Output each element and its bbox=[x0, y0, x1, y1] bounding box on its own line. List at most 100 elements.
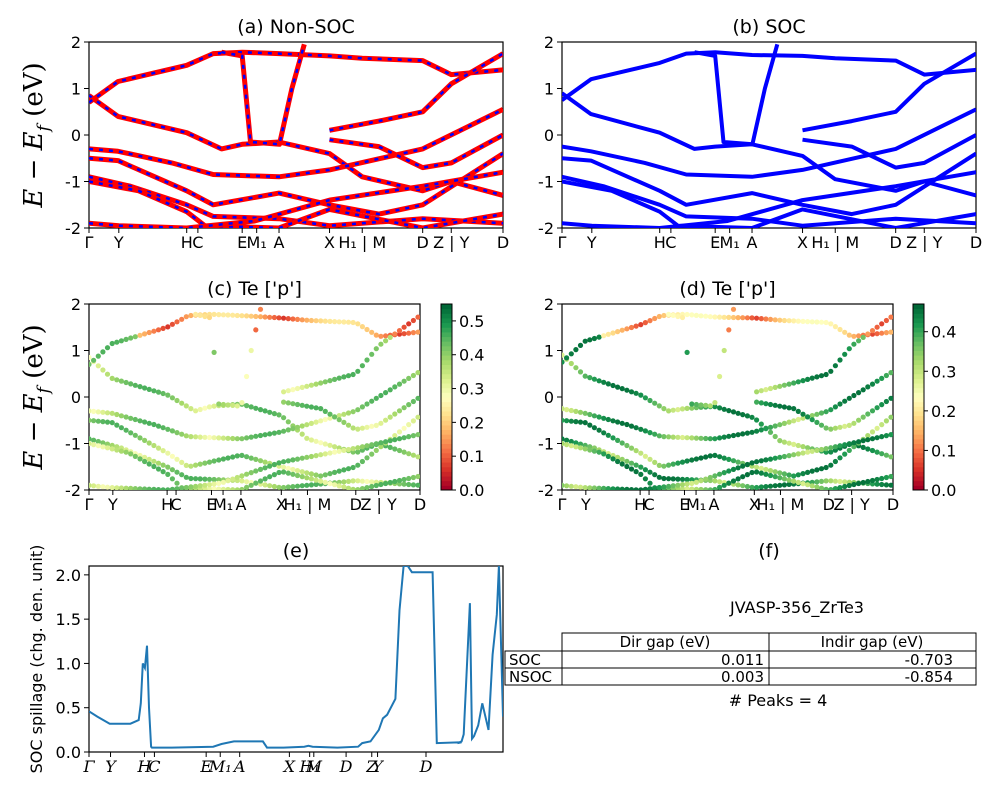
data-point bbox=[369, 483, 375, 490]
data-point bbox=[791, 452, 797, 458]
data-point bbox=[276, 484, 282, 490]
colorbar-segment bbox=[913, 359, 924, 365]
data-point bbox=[633, 487, 639, 490]
y-tick-label: 2 bbox=[544, 295, 554, 314]
data-point bbox=[879, 375, 885, 381]
data-point bbox=[823, 449, 829, 455]
data-point bbox=[327, 471, 333, 477]
x-tick-label: E bbox=[206, 495, 216, 514]
data-point bbox=[730, 478, 737, 484]
data-point bbox=[763, 426, 769, 432]
data-point bbox=[285, 419, 291, 425]
data-point bbox=[851, 420, 857, 426]
colorbar-segment bbox=[913, 420, 924, 426]
colorbar-tick-label: 0.0 bbox=[459, 481, 484, 500]
data-point bbox=[869, 331, 876, 337]
data-point bbox=[193, 434, 199, 440]
data-point bbox=[744, 430, 751, 436]
data-point bbox=[781, 317, 788, 324]
data-point bbox=[211, 481, 217, 487]
y-axis-label-top: E − Ef (eV) bbox=[19, 62, 54, 208]
data-point bbox=[754, 484, 760, 490]
data-point bbox=[253, 433, 259, 439]
data-point bbox=[318, 473, 324, 479]
data-point bbox=[758, 388, 764, 394]
data-point bbox=[638, 471, 644, 477]
colorbar-segment bbox=[441, 410, 452, 417]
data-point bbox=[758, 421, 764, 427]
data-point bbox=[786, 318, 792, 324]
data-point bbox=[355, 368, 361, 374]
data-point bbox=[656, 462, 662, 468]
data-point bbox=[726, 314, 732, 320]
points-c bbox=[89, 306, 420, 490]
data-point bbox=[197, 406, 203, 413]
data-point bbox=[605, 432, 611, 438]
data-point bbox=[879, 422, 885, 428]
data-point bbox=[568, 483, 574, 489]
data-point bbox=[146, 456, 152, 462]
data-point bbox=[828, 426, 834, 432]
data-point bbox=[364, 478, 370, 485]
data-point bbox=[791, 406, 797, 412]
x-tick-label: X bbox=[797, 233, 808, 252]
colorbar-segment bbox=[913, 401, 924, 407]
data-point bbox=[257, 466, 264, 472]
data-point bbox=[642, 453, 649, 459]
data-point bbox=[89, 482, 92, 488]
data-point bbox=[276, 412, 282, 418]
data-point bbox=[856, 333, 862, 339]
data-point bbox=[406, 481, 412, 488]
data-point bbox=[679, 476, 686, 482]
data-point bbox=[781, 471, 788, 477]
data-point bbox=[795, 416, 801, 423]
data-point bbox=[248, 434, 254, 440]
table-row-label: NSOC bbox=[509, 668, 552, 686]
data-point bbox=[647, 456, 653, 462]
x-tick-label: Y bbox=[586, 233, 597, 252]
data-point bbox=[568, 443, 574, 449]
data-point bbox=[795, 479, 801, 485]
data-point bbox=[123, 449, 129, 455]
data-point bbox=[253, 327, 259, 333]
data-point bbox=[568, 360, 574, 367]
data-point bbox=[359, 404, 365, 410]
data-point bbox=[703, 402, 709, 408]
data-point bbox=[406, 330, 412, 336]
data-point bbox=[610, 456, 616, 462]
data-point bbox=[373, 346, 379, 352]
data-point bbox=[647, 480, 653, 486]
data-point bbox=[619, 456, 625, 462]
band-line-8 bbox=[802, 133, 976, 170]
data-point bbox=[564, 483, 570, 489]
data-point bbox=[248, 313, 254, 319]
data-point bbox=[619, 486, 625, 490]
data-point bbox=[392, 478, 398, 485]
data-point bbox=[336, 468, 342, 474]
data-point bbox=[91, 357, 97, 363]
data-point bbox=[165, 471, 171, 477]
data-point bbox=[642, 486, 648, 490]
data-point bbox=[647, 318, 653, 324]
data-point bbox=[749, 469, 755, 476]
data-point bbox=[369, 423, 375, 429]
data-point bbox=[355, 407, 361, 413]
data-point bbox=[818, 485, 825, 490]
data-point bbox=[151, 388, 157, 394]
data-point bbox=[294, 316, 301, 322]
data-point bbox=[703, 313, 709, 319]
colorbar-segment bbox=[441, 397, 452, 403]
data-point bbox=[193, 476, 199, 482]
colorbar-segment bbox=[441, 415, 452, 421]
data-point bbox=[684, 476, 690, 483]
data-point bbox=[601, 430, 607, 436]
data-point bbox=[628, 389, 635, 395]
colorbar-segment bbox=[913, 322, 924, 328]
data-point bbox=[740, 483, 746, 489]
data-point bbox=[142, 419, 148, 425]
colorbar-segment bbox=[441, 383, 452, 389]
colorbar-segment bbox=[441, 304, 452, 310]
data-point bbox=[216, 486, 222, 490]
data-point bbox=[605, 453, 611, 459]
data-point bbox=[832, 444, 839, 450]
